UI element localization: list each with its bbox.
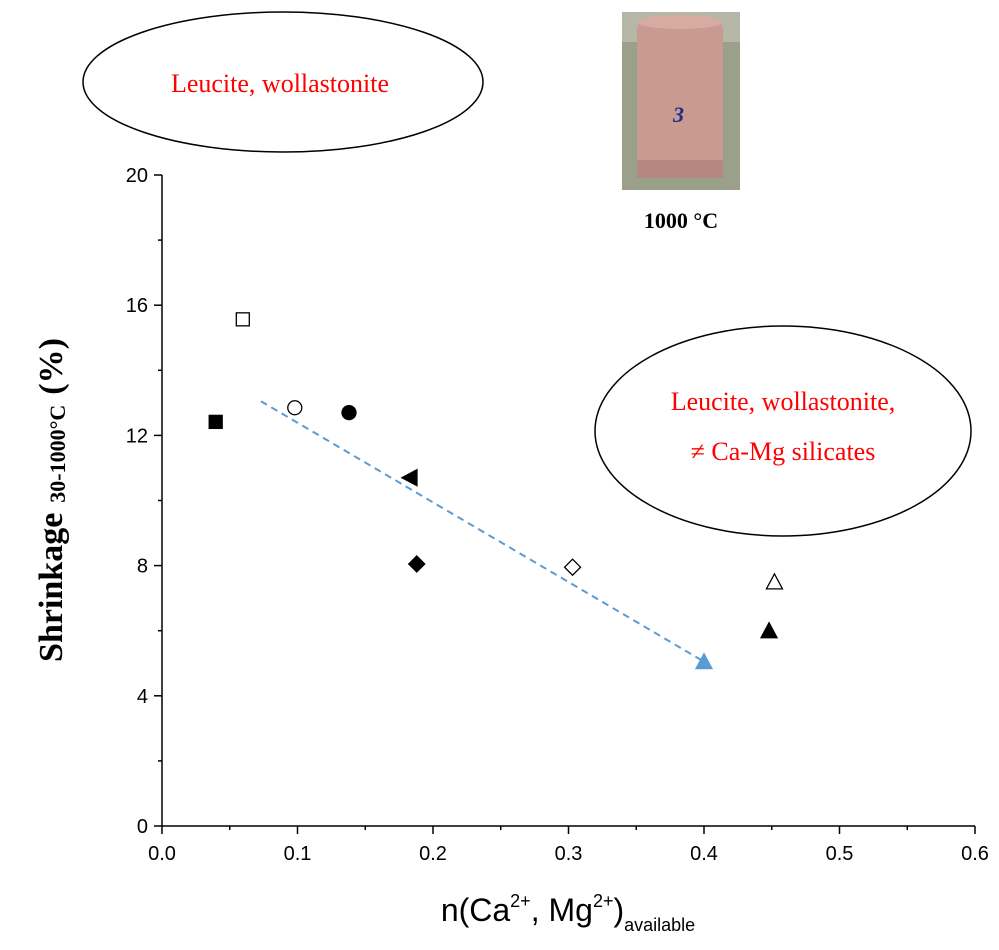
data-point-diamond	[407, 555, 426, 573]
x-tick-label: 0.0	[148, 843, 176, 865]
axes: 0 4 8 12 16 20 0.0 0.1 0.2 0.3 0.4 0.5 0.6	[126, 165, 989, 865]
x-axis-label-close: )	[613, 892, 624, 928]
x-tick-label: 0.6	[961, 843, 989, 865]
data-point-square	[235, 312, 250, 327]
data-point-triangle-up	[694, 652, 714, 670]
sample-photo: 3	[622, 12, 740, 190]
y-tick-label: 16	[126, 295, 148, 317]
y-ticks: 0 4 8 12 16 20	[126, 165, 162, 838]
annotation-top-left-text: Leucite, wollastonite	[171, 69, 389, 98]
y-tick-label: 12	[126, 425, 148, 447]
trendline	[260, 400, 705, 663]
x-tick-label: 0.5	[826, 843, 854, 865]
y-tick-label: 8	[137, 556, 148, 578]
y-tick-label: 0	[137, 816, 148, 838]
x-ticks: 0.0 0.1 0.2 0.3 0.4 0.5 0.6	[148, 826, 989, 865]
y-axis-label-main: Shrinkage	[33, 513, 70, 662]
data-point-diamond	[563, 558, 582, 577]
data-point-square	[208, 414, 223, 430]
y-axis-label: Shrinkage 30-1000°C (%)	[33, 338, 70, 662]
x-axis-label: n(Ca2+, Mg2+)available	[441, 891, 695, 935]
annotation-right-line1: Leucite, wollastonite,	[671, 387, 896, 416]
x-axis-label-mid: , Mg	[531, 892, 593, 928]
y-axis-label-unit: (%)	[33, 338, 70, 395]
annotation-top-left: Leucite, wollastonite	[82, 11, 484, 153]
sample-photo-mark: 3	[672, 102, 684, 127]
data-point-triangle-up	[765, 572, 784, 590]
y-axis-label-sub: 30-1000°C	[45, 405, 70, 503]
annotation-right: Leucite, wollastonite, ≠ Ca-Mg silicates	[594, 325, 972, 537]
data-point-circle	[341, 404, 357, 421]
data-point-circle	[287, 400, 303, 416]
data-points	[208, 312, 784, 670]
y-tick-label: 4	[137, 686, 148, 708]
x-tick-label: 0.4	[690, 843, 718, 865]
x-axis-label-base: n(Ca	[441, 892, 511, 928]
photo-caption: 1000 °C	[644, 208, 718, 233]
x-axis-label-sub: available	[624, 915, 695, 935]
y-tick-label: 20	[126, 165, 148, 187]
x-tick-label: 0.2	[419, 843, 447, 865]
x-axis-label-sup2: 2+	[593, 891, 614, 911]
annotation-right-line2: ≠ Ca-Mg silicates	[691, 437, 876, 466]
data-point-triangle-up	[759, 621, 779, 639]
data-point-triangle-left	[400, 468, 418, 487]
x-axis-label-sup1: 2+	[510, 891, 531, 911]
x-tick-label: 0.1	[284, 843, 312, 865]
x-tick-label: 0.3	[555, 843, 583, 865]
